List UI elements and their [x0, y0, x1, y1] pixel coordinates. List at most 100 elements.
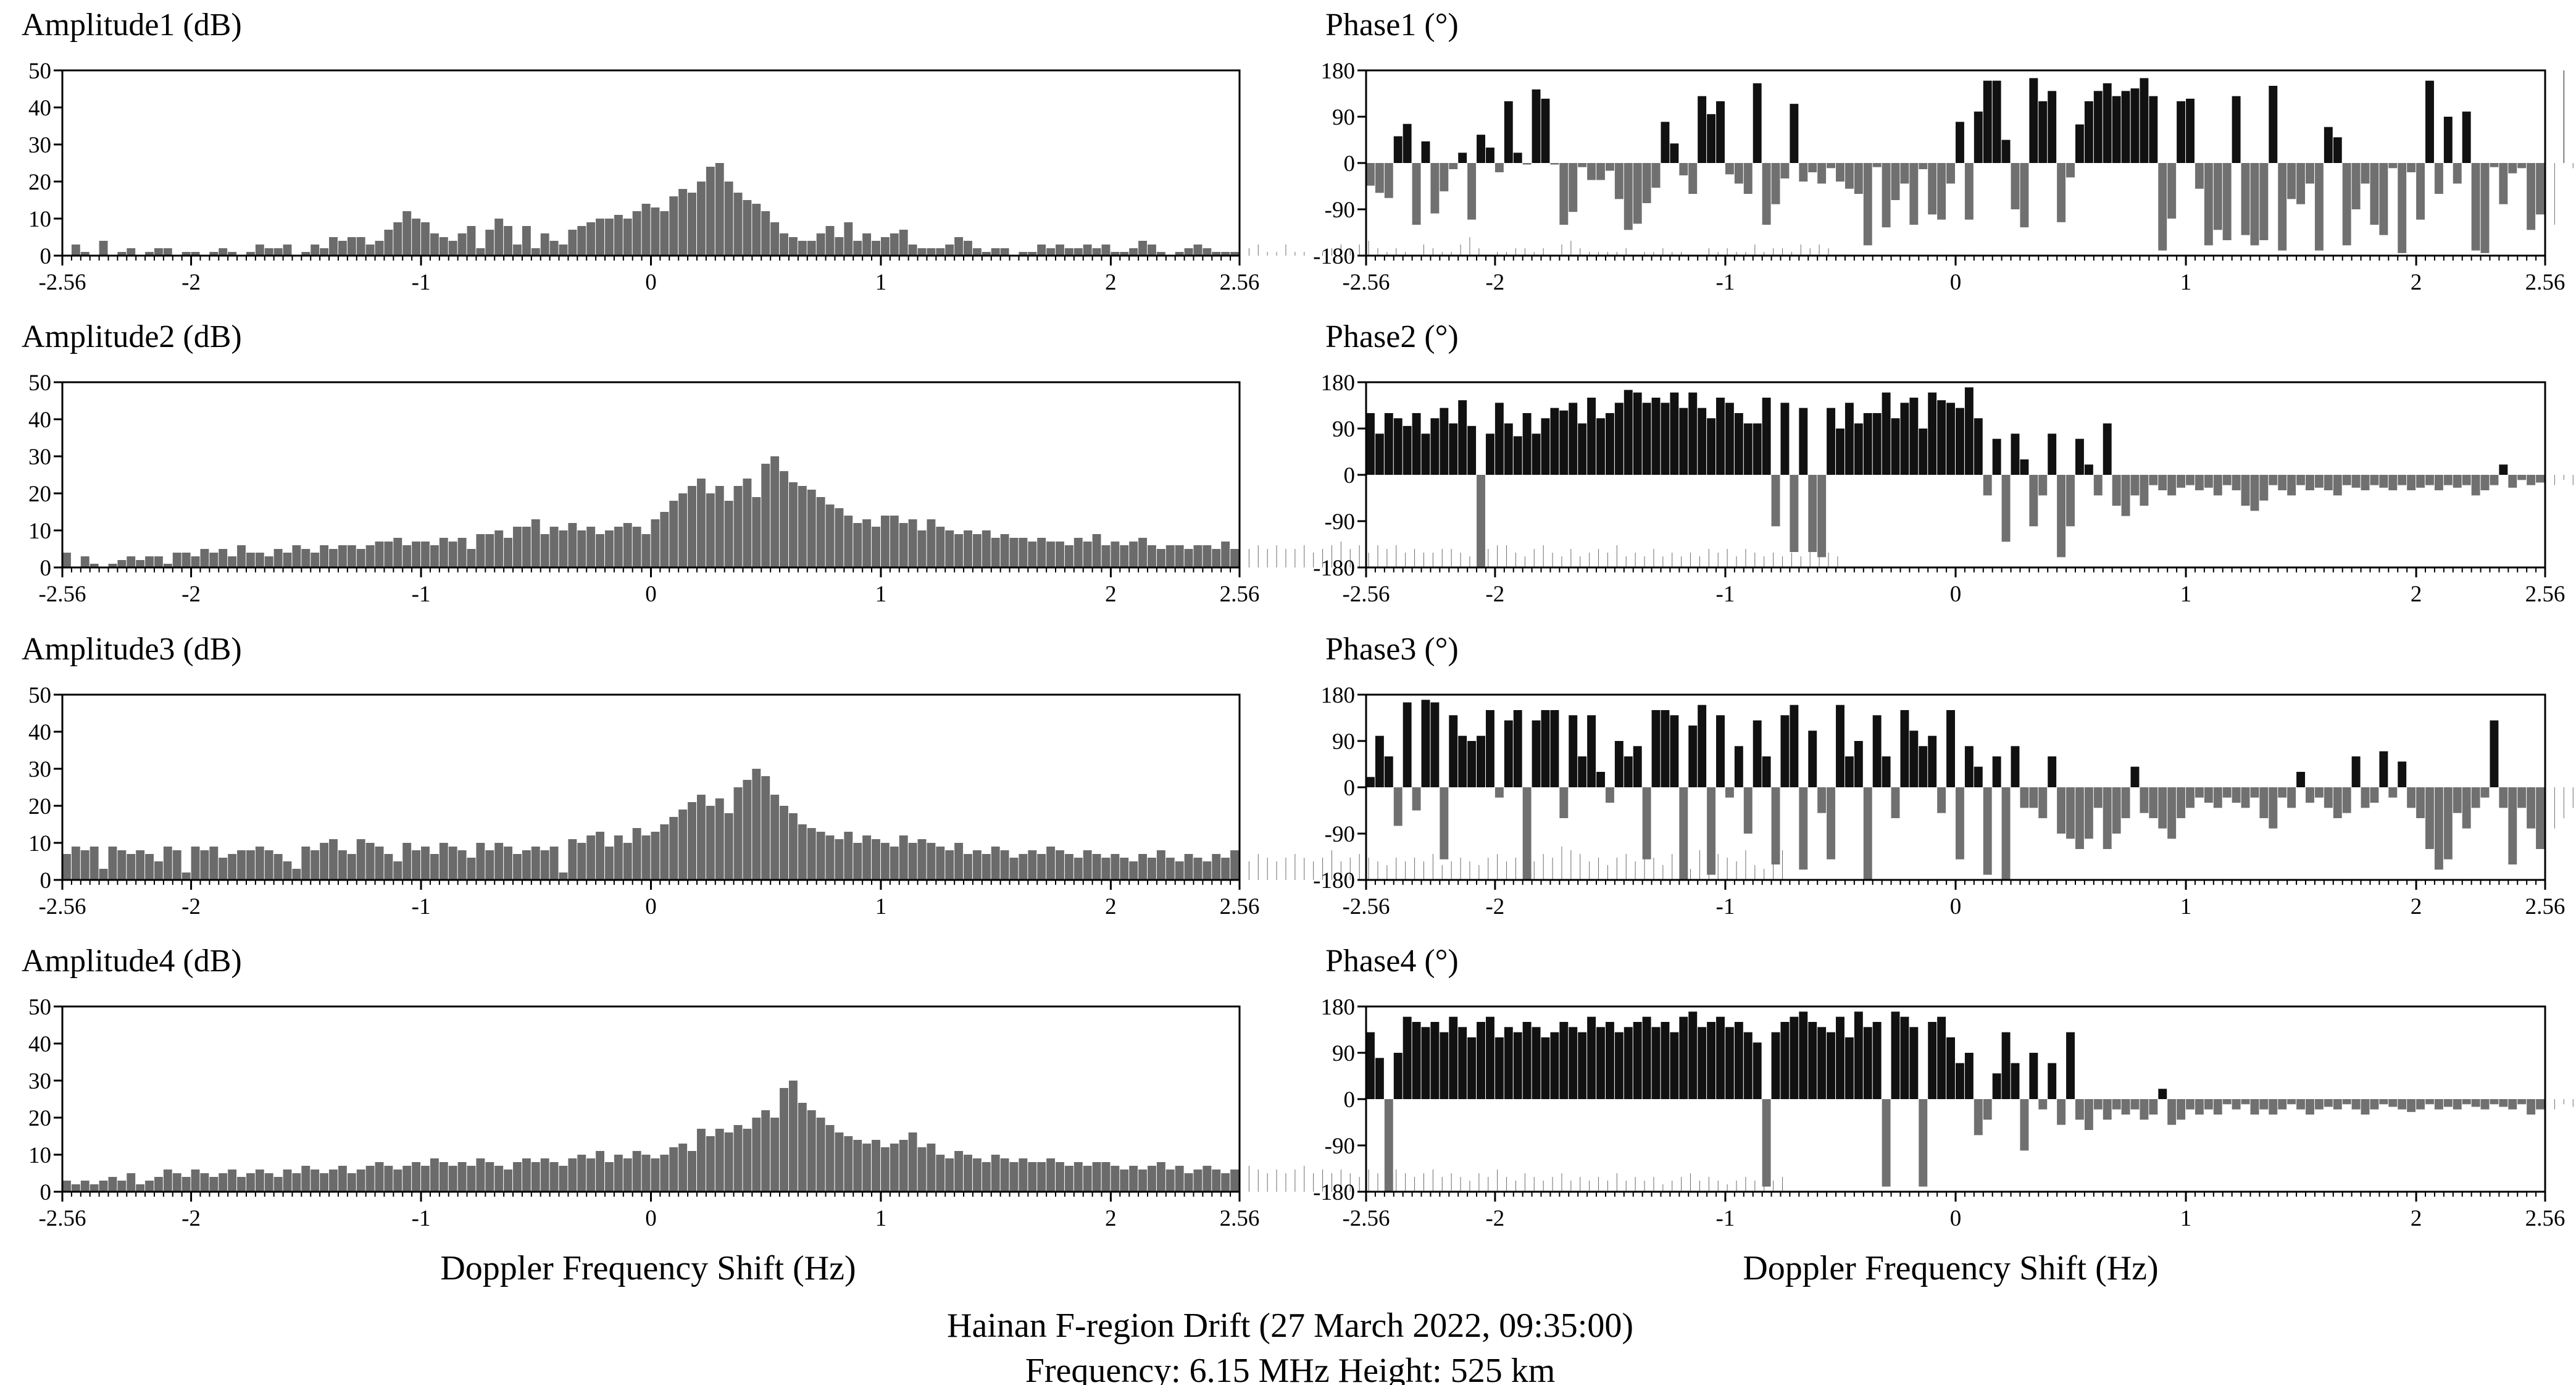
phase1-bar: [2204, 163, 2213, 246]
phase1-bar: [2536, 163, 2545, 215]
amp1-bar: [301, 252, 311, 256]
phase4-bar: [2269, 1099, 2278, 1115]
amp3-bar: [862, 835, 872, 880]
amp1-bar: [1515, 248, 1516, 256]
amp3-bar: [1386, 865, 1388, 880]
amp1-xtick-label: -2.56: [38, 270, 86, 295]
phase1-bar: [1550, 163, 1559, 165]
amp3-bar: [1322, 858, 1323, 880]
phase1-bar: [2011, 163, 2020, 209]
amp4-bar: [1478, 1173, 1480, 1192]
amp3-bar: [1028, 850, 1037, 880]
amp1-bar: [1819, 245, 1820, 256]
phase4-bar: [1863, 1027, 1872, 1099]
amp3-bar: [1782, 850, 1783, 880]
amp1-bar: [209, 252, 219, 256]
phase1-bar: [2370, 163, 2379, 225]
amp3-bar: [1129, 861, 1138, 880]
amp1-bar: [365, 245, 375, 256]
phase4-bar: [2001, 1032, 2011, 1099]
amp2-bar: [1285, 549, 1286, 567]
amp1-bar: [1589, 252, 1590, 256]
amp4-bar: [421, 1166, 430, 1192]
amp4-bar: [632, 1151, 641, 1192]
phase2-bar: [1393, 418, 1403, 475]
phase3-bar: [1651, 710, 1661, 787]
phase3-bar: [2462, 787, 2471, 829]
amp3-bar: [1092, 854, 1101, 880]
amp1-bar: [688, 193, 696, 256]
amp2-bar: [1543, 545, 1544, 567]
amp1-bar: [1138, 241, 1148, 256]
phase2-bar: [1366, 413, 1375, 475]
amp4-bar: [1533, 1177, 1535, 1192]
amp1-ytick-label: 0: [40, 244, 52, 269]
amp3-bar: [1561, 847, 1562, 880]
phase3-bar: [1743, 787, 1753, 834]
amp2-bar: [853, 523, 862, 567]
phase4-bar: [2149, 1099, 2158, 1115]
phase4-bar: [1771, 1032, 1780, 1099]
amp4-bar: [513, 1162, 522, 1192]
amp1-bar: [117, 252, 127, 256]
amp2-bar: [1000, 534, 1009, 567]
phase4-bar: [2296, 1099, 2306, 1110]
phase2-bar: [2314, 475, 2324, 488]
amp1-bar: [283, 245, 292, 256]
amp1-bar: [577, 226, 586, 256]
amp1-bar: [1156, 252, 1165, 256]
phase2-ytick-label: -180: [1313, 556, 1355, 581]
amp1-bar: [743, 200, 752, 256]
phase3-bar: [1919, 746, 1928, 787]
phase4-bar: [2011, 1063, 2020, 1099]
phase1-bar: [2066, 163, 2075, 178]
phase2-bar: [2121, 475, 2130, 516]
amp4-ytick-label: 0: [40, 1180, 52, 1205]
amp2-bar: [1148, 545, 1156, 567]
amp1-bar: [1111, 252, 1120, 256]
amp3-bar: [1727, 858, 1728, 880]
phase1-bar: [1430, 163, 1440, 214]
amp4-bar: [1754, 1181, 1756, 1192]
phase2-bar: [2517, 475, 2527, 480]
phase3-bar: [2075, 787, 2084, 849]
amp4-bar: [1184, 1173, 1193, 1192]
amp4-bar: [743, 1129, 752, 1192]
phase2-bar: [1421, 433, 1430, 475]
phase4-bar: [1919, 1099, 1928, 1187]
amp2-bar: [825, 504, 835, 567]
phase2-bar: [1863, 413, 1872, 475]
amp1-bar: [191, 252, 200, 256]
phase2-bar: [2084, 464, 2093, 475]
amp3-bar: [1138, 854, 1148, 880]
amp3-bar: [807, 828, 816, 880]
amp3-bar: [890, 847, 899, 880]
amp4-bar: [917, 1147, 927, 1192]
phase2-bar: [1919, 429, 1928, 475]
phase2-bar: [2278, 475, 2287, 490]
phase1-bar: [2057, 163, 2066, 222]
amp3-bar: [329, 839, 338, 880]
amp3-bar: [1156, 850, 1165, 880]
phase3-bar: [1532, 720, 1541, 787]
phase3-bar: [1624, 756, 1633, 787]
amp1-bar: [1469, 237, 1470, 256]
amp3-bar: [228, 854, 237, 880]
amp1-bar: [1497, 252, 1498, 256]
phase3-bar: [1587, 715, 1596, 787]
amp1-bar: [816, 233, 825, 256]
phase1-bar: [1734, 163, 1743, 184]
amp4-bar: [402, 1166, 412, 1192]
amp4-bar: [1064, 1166, 1073, 1192]
amp3-bar: [1148, 858, 1156, 880]
amp1-bar: [678, 189, 688, 256]
phase3-bar: [1983, 787, 1992, 875]
amp4-bar: [1073, 1162, 1083, 1192]
amp1-bar: [549, 241, 559, 256]
phase2-bar: [1532, 433, 1541, 475]
amp4-bar: [1598, 1177, 1599, 1192]
phase3-bar: [1430, 702, 1440, 787]
phase1-bar: [2186, 98, 2195, 163]
phase2-bar: [1753, 423, 1762, 475]
phase1-ytick-label: 90: [1332, 105, 1355, 130]
